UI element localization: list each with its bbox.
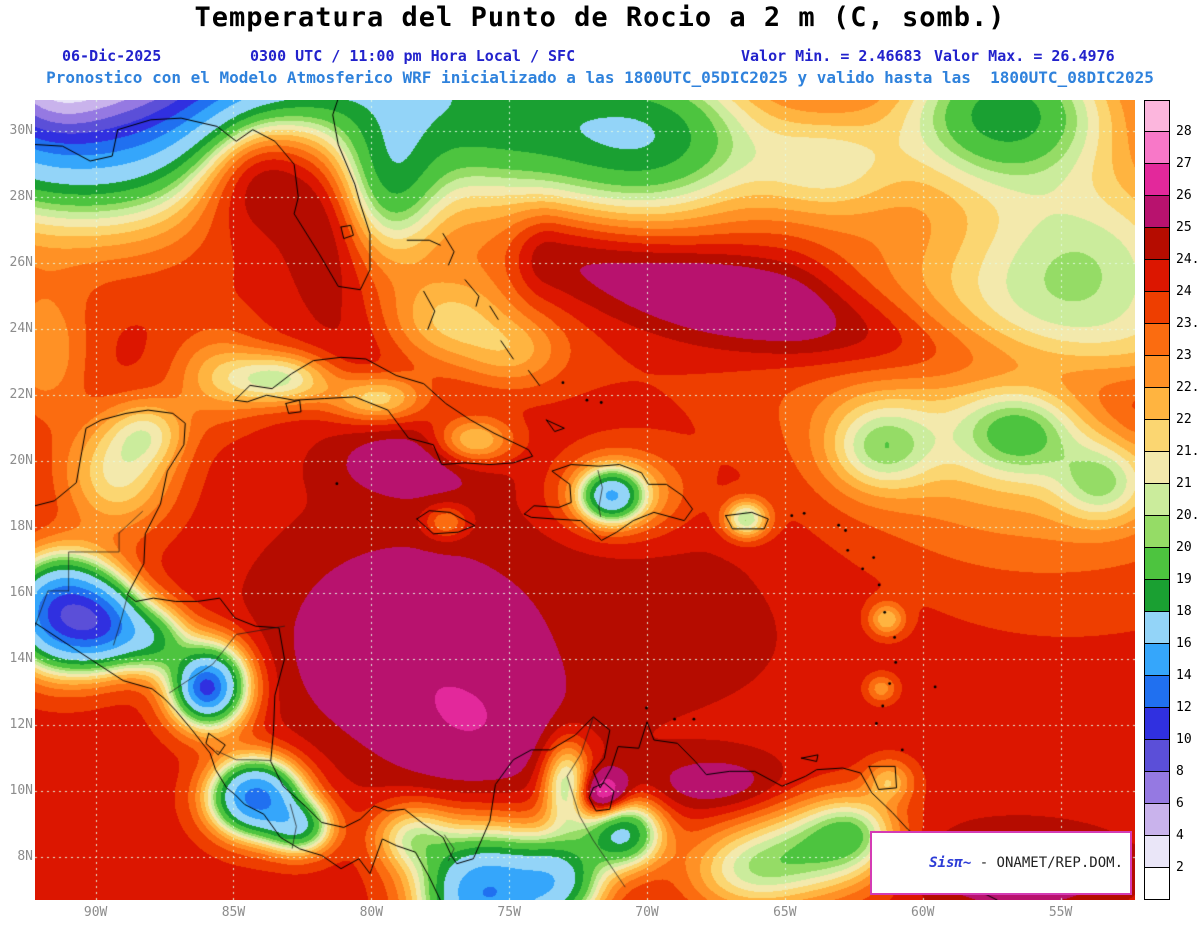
colorbar-label-24.5: 24.5 [1176, 252, 1200, 267]
colorbar-swatch [1144, 324, 1170, 356]
colorbar-swatch [1144, 452, 1170, 484]
valid-date: 06-Dic-2025 [62, 47, 162, 65]
lat-label-24N: 24N [9, 321, 33, 337]
colorbar-swatch [1144, 164, 1170, 196]
colorbar-swatch [1144, 516, 1170, 548]
colorbar-swatch [1144, 740, 1170, 772]
lon-label-70W: 70W [635, 905, 659, 920]
model-info-line: Pronostico con el Modelo Atmosferico WRF… [46, 68, 1154, 87]
colorbar-swatch [1144, 292, 1170, 324]
colorbar-swatch [1144, 420, 1170, 452]
colorbar-swatch [1144, 676, 1170, 708]
colorbar-label-21: 21 [1176, 476, 1192, 491]
colorbar-swatch [1144, 228, 1170, 260]
lon-label-85W: 85W [221, 905, 246, 920]
colorbar-label-19: 19 [1176, 572, 1192, 587]
colorbar-label-23.5: 23.5 [1176, 316, 1200, 331]
colorbar-label-24: 24 [1176, 284, 1192, 299]
colorbar-label-27: 27 [1176, 156, 1192, 171]
colorbar-swatch [1144, 132, 1170, 164]
colorbar-label-18: 18 [1176, 604, 1192, 619]
colorbar-swatch [1144, 836, 1170, 868]
colorbar-swatch [1144, 868, 1170, 900]
lon-label-60W: 60W [910, 905, 935, 920]
valid-time: 0300 UTC / 11:00 pm Hora Local / SFC [250, 47, 576, 65]
watermark-box: Sisπ~ - ONAMET/REP.DOM. [869, 831, 1132, 895]
colorbar-swatch [1144, 548, 1170, 580]
colorbar-label-8: 8 [1176, 764, 1184, 779]
lat-label-26N: 26N [9, 255, 33, 271]
watermark-brand: Sisπ~ [929, 855, 980, 871]
lon-label-90W: 90W [83, 905, 108, 920]
colorbar-label-22.5: 22.5 [1176, 380, 1200, 395]
colorbar-label-16: 16 [1176, 636, 1192, 651]
colorbar-swatch [1144, 356, 1170, 388]
colorbar-swatch [1144, 100, 1170, 132]
dewpoint-field-map [35, 100, 1135, 900]
lat-label-8N: 8N [17, 849, 33, 865]
lat-label-16N: 16N [9, 585, 33, 601]
colorbar-swatch [1144, 196, 1170, 228]
map-area: Sisπ~ - ONAMET/REP.DOM. [35, 100, 1135, 900]
lon-label-75W: 75W [497, 905, 521, 920]
colorbar-label-21.5: 21.5 [1176, 444, 1200, 459]
colorbar-swatch [1144, 772, 1170, 804]
page-title: Temperatura del Punto de Rocio a 2 m (C,… [194, 2, 1006, 33]
colorbar [1144, 100, 1170, 900]
lat-label-28N: 28N [9, 189, 33, 205]
lon-label-65W: 65W [773, 905, 797, 920]
colorbar-swatch [1144, 804, 1170, 836]
colorbar-swatch [1144, 612, 1170, 644]
lat-label-18N: 18N [9, 519, 33, 535]
colorbar-swatch [1144, 484, 1170, 516]
lat-label-14N: 14N [9, 651, 33, 667]
colorbar-swatch [1144, 644, 1170, 676]
colorbar-label-6: 6 [1176, 796, 1184, 811]
colorbar-label-25: 25 [1176, 220, 1192, 235]
colorbar-swatch [1144, 260, 1170, 292]
lat-label-20N: 20N [9, 453, 33, 469]
min-value-label: Valor Min. = 2.46683 [741, 47, 922, 65]
colorbar-label-26: 26 [1176, 188, 1192, 203]
lat-label-10N: 10N [9, 783, 33, 799]
colorbar-label-23: 23 [1176, 348, 1192, 363]
colorbar-label-4: 4 [1176, 828, 1184, 843]
lat-label-12N: 12N [9, 717, 33, 733]
colorbar-swatch [1144, 580, 1170, 612]
colorbar-swatch [1144, 708, 1170, 740]
colorbar-label-20.5: 20.5 [1176, 508, 1200, 523]
lat-label-30N: 30N [9, 123, 33, 139]
colorbar-label-12: 12 [1176, 700, 1192, 715]
watermark-org: - ONAMET/REP.DOM. [979, 855, 1123, 871]
lon-label-55W: 55W [1048, 905, 1073, 920]
lon-label-80W: 80W [359, 905, 384, 920]
colorbar-swatch [1144, 388, 1170, 420]
colorbar-label-22: 22 [1176, 412, 1192, 427]
colorbar-label-10: 10 [1176, 732, 1192, 747]
colorbar-label-20: 20 [1176, 540, 1192, 555]
colorbar-label-2: 2 [1176, 860, 1184, 875]
max-value-label: Valor Max. = 26.4976 [934, 47, 1115, 65]
colorbar-label-28: 28 [1176, 124, 1192, 139]
colorbar-label-14: 14 [1176, 668, 1192, 683]
lat-label-22N: 22N [9, 387, 33, 403]
